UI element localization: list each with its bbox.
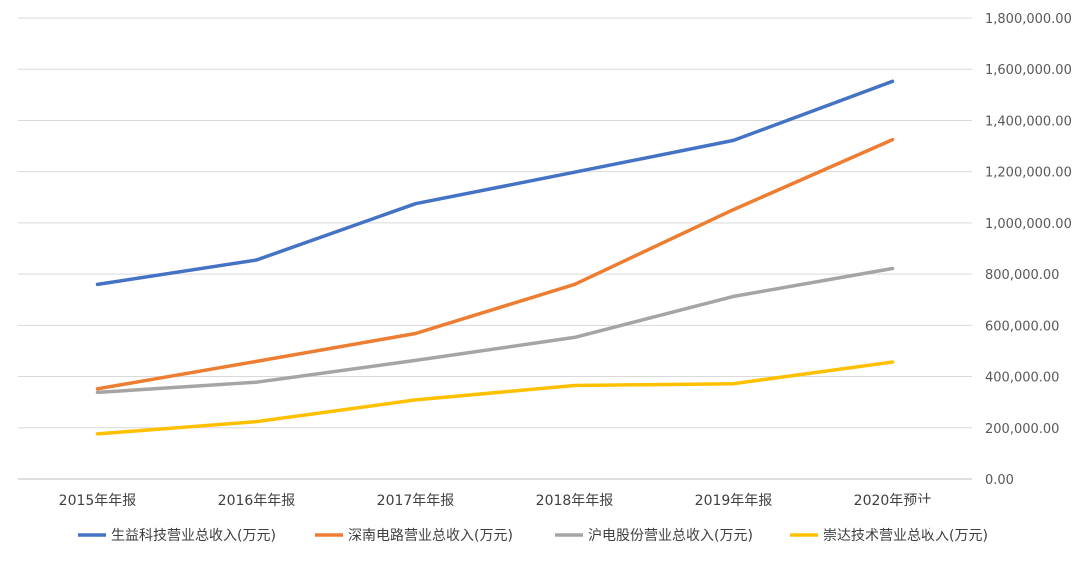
series-line bbox=[95, 266, 895, 395]
grid-lines bbox=[18, 17, 972, 480]
legend-label: 深南电路营业总收入(万元) bbox=[348, 528, 513, 544]
x-tick-label: 2020年预计 bbox=[854, 493, 932, 509]
x-tick-label: 2016年年报 bbox=[218, 493, 296, 509]
x-tick-label: 2015年年报 bbox=[59, 493, 137, 509]
series-line bbox=[95, 137, 895, 391]
x-tick-label: 2018年年报 bbox=[536, 493, 614, 509]
legend-label: 崇达技术营业总收入(万元) bbox=[823, 528, 988, 544]
y-tick-label: 200,000.00 bbox=[985, 422, 1059, 437]
y-tick-label: 1,800,000.00 bbox=[985, 12, 1072, 27]
y-axis-ticks: 0.00 200,000.00 400,000.00 600,000.00 800,00… bbox=[985, 12, 1072, 488]
y-tick-label: 1,600,000.00 bbox=[985, 63, 1072, 78]
watermark: 诗与星空 bbox=[907, 502, 1036, 533]
x-tick-label: 2019年年报 bbox=[695, 493, 773, 509]
y-tick-label: 1,000,000.00 bbox=[985, 217, 1072, 232]
y-tick-label: 0.00 bbox=[985, 473, 1014, 488]
series-line bbox=[95, 360, 895, 436]
legend-label: 沪电股份营业总收入(万元) bbox=[588, 528, 753, 544]
y-tick-label: 400,000.00 bbox=[985, 371, 1059, 386]
legend: 生益科技营业总收入(万元) 深南电路营业总收入(万元) 沪电股份营业总收入(万元) 崇… bbox=[78, 528, 988, 544]
legend-label: 生益科技营业总收入(万元) bbox=[111, 528, 276, 544]
y-tick-label: 1,200,000.00 bbox=[985, 166, 1072, 181]
series-line bbox=[95, 79, 895, 287]
series-lines bbox=[95, 79, 895, 436]
y-tick-label: 600,000.00 bbox=[985, 319, 1059, 334]
y-tick-label: 1,400,000.00 bbox=[985, 114, 1072, 129]
x-tick-label: 2017年年报 bbox=[377, 493, 455, 509]
x-axis-ticks: 2015年年报 2016年年报 2017年年报 2018年年报 2019年年报 2020年… bbox=[59, 493, 932, 509]
wechat-icon bbox=[907, 502, 947, 533]
y-tick-label: 800,000.00 bbox=[985, 268, 1059, 283]
watermark-text: 诗与星空 bbox=[948, 504, 1036, 530]
